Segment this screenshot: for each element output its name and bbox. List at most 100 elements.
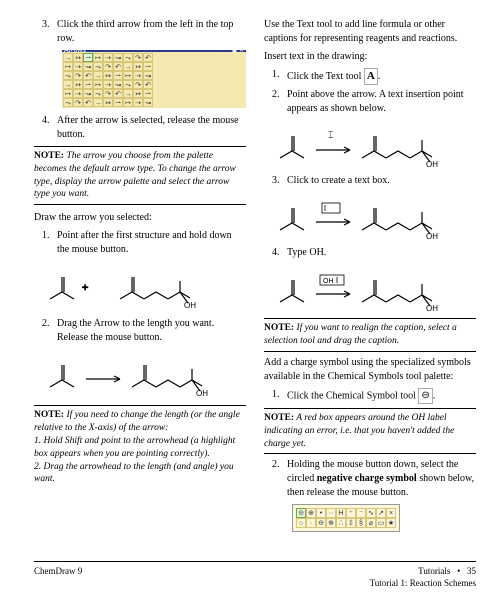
symbol-palette-cell[interactable]: ∿: [366, 508, 376, 518]
arrow-palette-cell[interactable]: ⇢: [73, 89, 83, 98]
arrow-palette-cell[interactable]: →: [123, 89, 133, 98]
arrow-palette-cell[interactable]: ↷: [133, 53, 143, 62]
arrow-palette-cell[interactable]: ↶: [143, 53, 153, 62]
step-c1: 1. Click the Chemical Symbol tool ⊖.: [272, 388, 476, 404]
symbol-palette-cell[interactable]: ∴: [336, 518, 346, 528]
step-r3: 3. Click to create a text box.: [272, 174, 476, 188]
step-number: 3.: [42, 18, 52, 46]
arrow-palette-cell[interactable]: ↶: [83, 98, 93, 107]
arrow-palette-cell[interactable]: →: [93, 71, 103, 80]
arrow-palette-cell[interactable]: ↦: [93, 53, 103, 62]
symbol-palette-cell[interactable]: •: [316, 508, 326, 518]
footer-right: Tutorials • 35 Tutorial 1: Reaction Sche…: [370, 565, 476, 590]
arrow-palette-cell[interactable]: ⇀: [83, 80, 93, 89]
arrow-palette-cell[interactable]: ↶: [83, 71, 93, 80]
arrow-palette-cell[interactable]: ↷: [73, 71, 83, 80]
arrow-palette-cell[interactable]: ⇀: [113, 98, 123, 107]
arrow-palette-cell[interactable]: ↷: [133, 80, 143, 89]
symbol-palette-cell[interactable]: ⁻: [356, 508, 366, 518]
arrow-palette-cell[interactable]: ⤳: [123, 53, 133, 62]
symbol-palette-cell[interactable]: ×: [386, 508, 396, 518]
arrow-palette-cell[interactable]: ↝: [83, 89, 93, 98]
symbol-palette-cell[interactable]: ·: [306, 518, 316, 528]
arrow-palette-cell[interactable]: ↝: [113, 53, 123, 62]
arrow-palette-cell[interactable]: ↣: [133, 89, 143, 98]
arrow-palette-cell[interactable]: ⇢: [133, 71, 143, 80]
arrow-palette-cell[interactable]: ↦: [93, 80, 103, 89]
symbol-palette-cell[interactable]: H: [336, 508, 346, 518]
note-label: NOTE:: [34, 151, 64, 161]
arrow-palette-cell[interactable]: ↝: [83, 62, 93, 71]
symbol-palette-cell[interactable]: ⁺: [346, 508, 356, 518]
arrow-palette-cell[interactable]: ↶: [143, 80, 153, 89]
footer-tutorial: Tutorial 1: Reaction Schemes: [370, 578, 476, 588]
reaction-figure-1: + OH: [34, 261, 246, 311]
symbol-palette-cell[interactable]: ⊕: [326, 518, 336, 528]
symbol-palette-cell[interactable]: ○: [296, 518, 306, 528]
arrow-palette-cell[interactable]: ↶: [113, 89, 123, 98]
arrow-palette-cell[interactable]: ↝: [143, 71, 153, 80]
svg-text:OH: OH: [323, 278, 334, 285]
arrow-palette-cell[interactable]: →: [63, 80, 73, 89]
symbol-palette-cell[interactable]: ··: [326, 508, 336, 518]
note-text: The arrow you choose from the palette be…: [34, 151, 236, 199]
note-red-box: NOTE: A red box appears around the OH la…: [264, 408, 476, 454]
arrow-palette-cell[interactable]: ⇢: [103, 80, 113, 89]
arrow-palette-cell[interactable]: ↦: [123, 71, 133, 80]
step-number: 2.: [42, 317, 52, 345]
symbol-palette-cell[interactable]: ⌀: [366, 518, 376, 528]
arrow-palette-cell[interactable]: ↝: [113, 80, 123, 89]
arrow-palette-cell[interactable]: ⤳: [93, 62, 103, 71]
arrow-palette-cell[interactable]: ⇢: [73, 62, 83, 71]
svg-text:OH: OH: [184, 301, 196, 310]
arrow-palette-cell[interactable]: ↣: [73, 80, 83, 89]
symbol-palette-cell[interactable]: ★: [386, 518, 396, 528]
symbol-palette-cell[interactable]: ▭: [376, 518, 386, 528]
step-4: 4. After the arrow is selected, release …: [42, 114, 246, 142]
reaction-figure-b: OH: [264, 192, 476, 240]
symbol-palette-cell[interactable]: ⊖: [316, 518, 326, 528]
arrow-palette-cell[interactable]: ↷: [103, 62, 113, 71]
step-number: 2.: [272, 458, 282, 500]
note-label: NOTE:: [34, 410, 64, 420]
arrow-palette-cell[interactable]: ↣: [103, 98, 113, 107]
symbol-palette-figure: ⊝⊕•··H⁺⁻∿↗×○·⊖⊕∴‡§⌀▭★: [264, 504, 476, 532]
note-label: NOTE:: [264, 413, 294, 423]
arrow-palette-cell[interactable]: →: [63, 53, 73, 62]
step-r1: 1. Click the Text tool A.: [272, 68, 476, 85]
arrow-palette-cell[interactable]: ↝: [143, 98, 153, 107]
arrow-palette-cell[interactable]: ⤳: [63, 98, 73, 107]
arrow-palette-cell[interactable]: ⇢: [133, 98, 143, 107]
arrow-palette-cell[interactable]: ↣: [133, 62, 143, 71]
arrow-palette-cell[interactable]: ↷: [103, 89, 113, 98]
symbol-palette-cell[interactable]: ‡: [346, 518, 356, 528]
symbol-palette-cell[interactable]: ⊝: [296, 508, 306, 518]
svg-text:⌶: ⌶: [328, 130, 333, 140]
arrow-palette-cell[interactable]: ⇀: [113, 71, 123, 80]
arrow-palette-cell[interactable]: ⤳: [123, 80, 133, 89]
step-c2: 2. Holding the mouse button down, select…: [272, 458, 476, 500]
arrow-palette-cell[interactable]: ↷: [73, 98, 83, 107]
arrow-palette-cell[interactable]: ↣: [73, 53, 83, 62]
arrow-palette-cell[interactable]: ↶: [113, 62, 123, 71]
arrow-palette-cell[interactable]: ⇀: [143, 89, 153, 98]
arrow-palette-cell[interactable]: ⤳: [63, 71, 73, 80]
arrow-palette-cell[interactable]: ⇀: [83, 53, 93, 62]
arrow-palette-cell[interactable]: ↣: [103, 71, 113, 80]
symbol-palette-cell[interactable]: ↗: [376, 508, 386, 518]
arrow-palette-cell[interactable]: ⤳: [93, 89, 103, 98]
reaction-figure-a: ⌶ OH: [264, 120, 476, 168]
arrow-palette-cell[interactable]: ↦: [63, 89, 73, 98]
arrow-palette-cell[interactable]: →: [123, 62, 133, 71]
arrow-palette-cell[interactable]: ⇀: [143, 62, 153, 71]
symbol-palette-cell[interactable]: ⊕: [306, 508, 316, 518]
arrow-palette-cell[interactable]: →: [93, 98, 103, 107]
arrow-palette-cell[interactable]: ↦: [63, 62, 73, 71]
reaction-figure-2: OH: [34, 349, 246, 399]
note-line1: If you need to change the length (or the…: [34, 410, 240, 433]
symbol-palette-cell[interactable]: §: [356, 518, 366, 528]
page-footer: ChemDraw 9 Tutorials • 35 Tutorial 1: Re…: [34, 561, 476, 590]
arrow-palette-cell[interactable]: ⇢: [103, 53, 113, 62]
arrow-palette-cell[interactable]: ↦: [123, 98, 133, 107]
step-text: Drag the Arrow to the length you want. R…: [57, 317, 246, 345]
